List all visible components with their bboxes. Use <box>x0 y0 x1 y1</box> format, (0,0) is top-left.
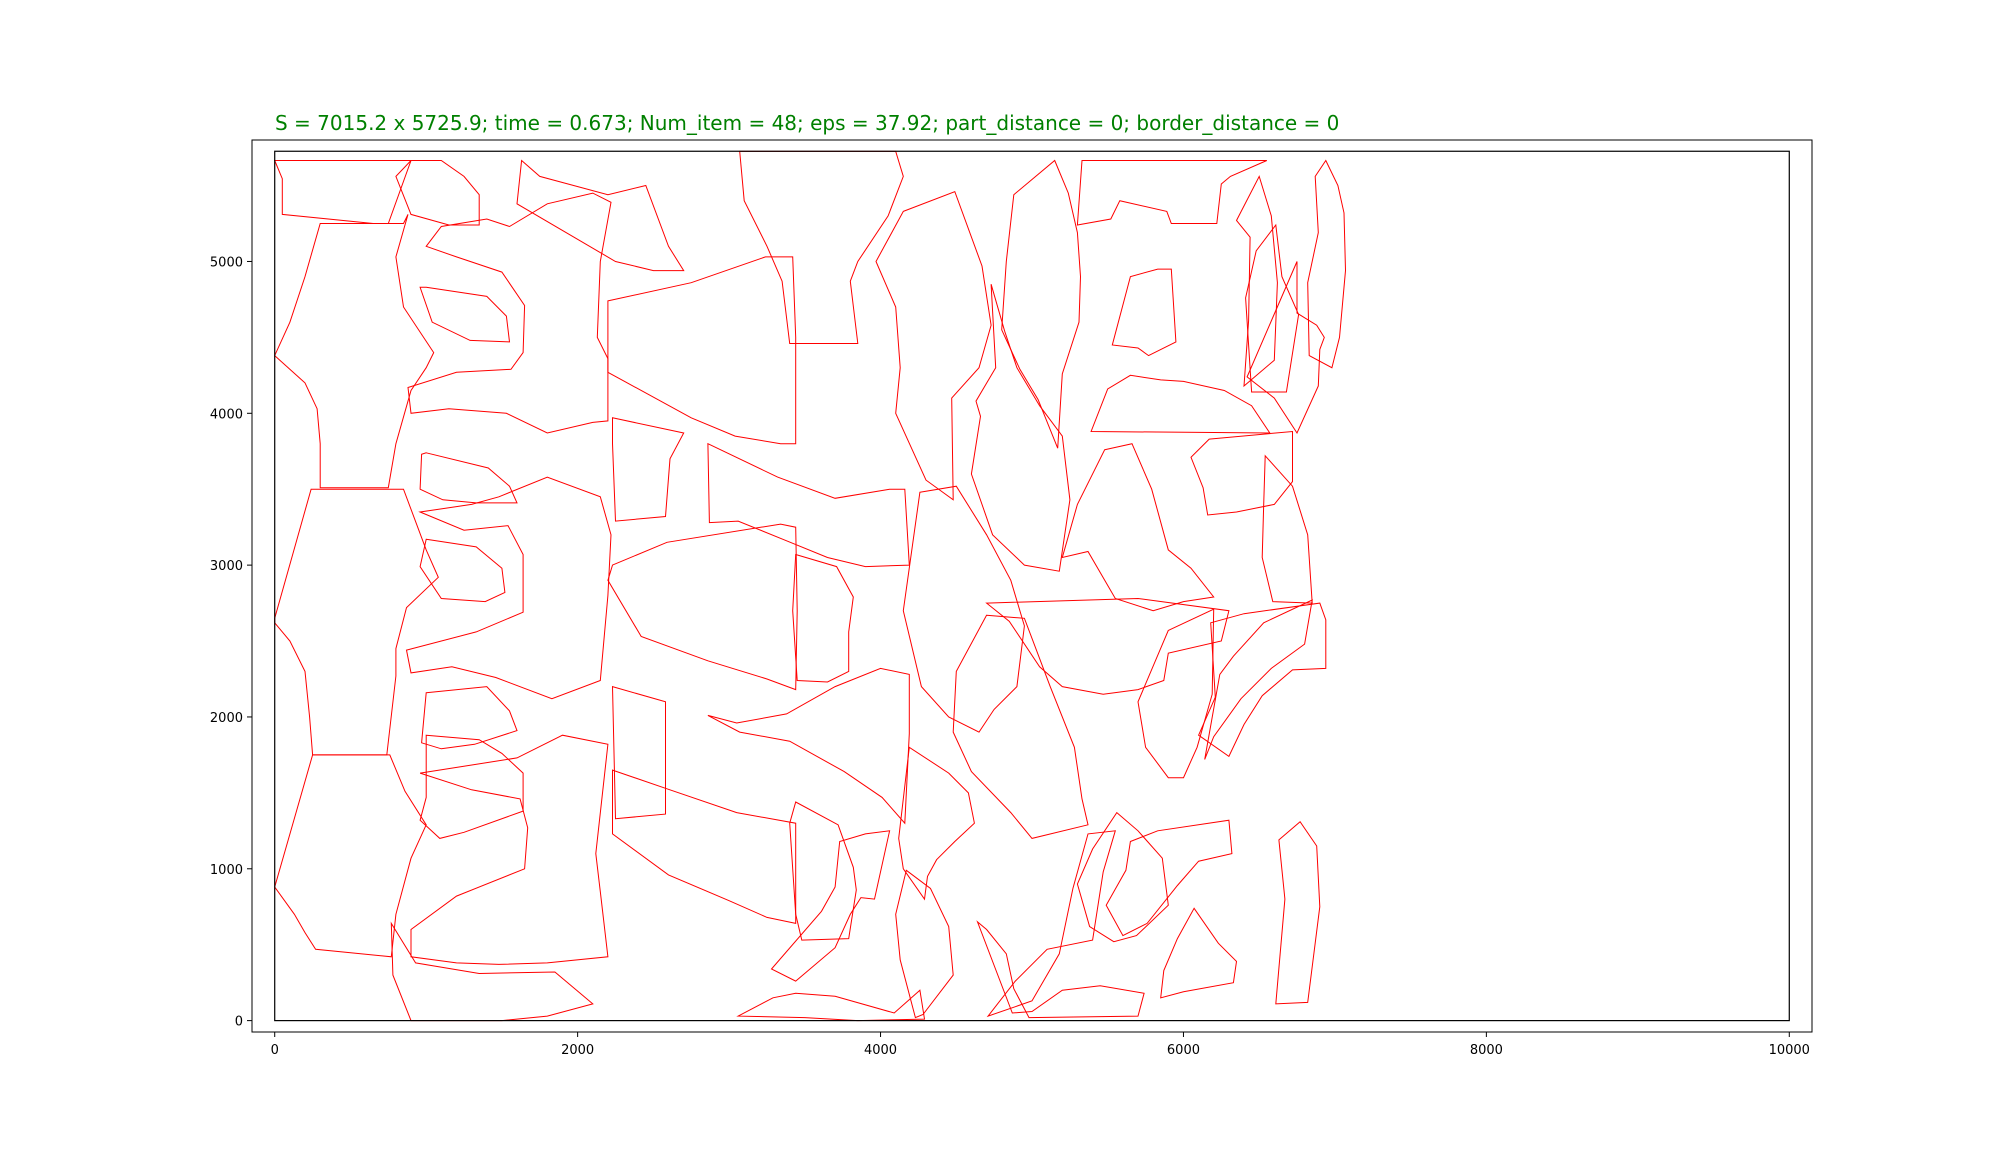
y-tick-label: 2000 <box>210 711 243 726</box>
part-36 <box>419 734 524 839</box>
x-tick-label: 2000 <box>561 1043 594 1058</box>
part-54 <box>976 920 1145 1019</box>
axes-frame <box>251 139 1813 1033</box>
part-11 <box>419 286 511 343</box>
x-tick-label: 10000 <box>1769 1043 1810 1058</box>
part-34 <box>1197 602 1327 758</box>
part-18 <box>1245 223 1300 393</box>
part-22 <box>902 485 1025 733</box>
part-13 <box>875 190 992 501</box>
part-37 <box>421 686 518 750</box>
part-28 <box>405 476 612 700</box>
part-17 <box>1246 261 1325 435</box>
part-24 <box>1061 443 1215 612</box>
part-20 <box>612 417 685 522</box>
part-5 <box>1001 159 1082 449</box>
part-45 <box>770 830 891 982</box>
part-43 <box>898 746 975 901</box>
part-1 <box>273 160 412 224</box>
parts-layer <box>273 150 1347 1022</box>
x-tick-label: 0 <box>271 1043 279 1058</box>
part-42 <box>789 801 857 941</box>
x-tick-label: 8000 <box>1470 1043 1503 1058</box>
part-21 <box>707 442 910 568</box>
part-35 <box>1204 599 1313 760</box>
sheet-boundary <box>274 150 1790 1022</box>
part-30 <box>607 523 798 691</box>
part-44 <box>612 769 797 925</box>
part-40 <box>611 685 666 820</box>
part-52 <box>736 989 926 1022</box>
part-2 <box>395 160 480 226</box>
part-27 <box>274 488 439 756</box>
part-25 <box>1190 430 1293 516</box>
y-tick-label: 4000 <box>210 407 243 422</box>
part-10 <box>407 192 612 434</box>
part-23 <box>985 597 1230 695</box>
part-53 <box>895 869 954 1019</box>
part-6 <box>1076 160 1268 226</box>
y-tick-label: 0 <box>235 1015 243 1030</box>
part-50 <box>986 830 1116 1018</box>
part-48 <box>1160 907 1238 999</box>
part-15 <box>1090 374 1271 434</box>
part-4 <box>739 150 904 344</box>
part-7 <box>1307 159 1347 369</box>
part-26 <box>1261 454 1313 604</box>
y-tick-label: 1000 <box>210 863 243 878</box>
y-axis: 0 1000 2000 3000 4000 5000 <box>210 255 252 1030</box>
y-tick-label: 5000 <box>210 255 243 270</box>
part-8 <box>1235 175 1278 388</box>
part-47 <box>1076 811 1169 943</box>
part-49 <box>1275 820 1321 1005</box>
part-14 <box>970 284 1071 572</box>
x-axis: 0 2000 4000 6000 8000 10000 <box>271 1032 1810 1058</box>
part-29 <box>419 538 506 603</box>
y-tick-label: 3000 <box>210 559 243 574</box>
part-31 <box>792 553 854 683</box>
part-38 <box>274 754 427 958</box>
part-41 <box>707 667 910 825</box>
part-51 <box>390 921 594 1022</box>
part-16 <box>1111 268 1177 357</box>
part-12 <box>607 256 797 445</box>
x-tick-label: 6000 <box>1167 1043 1200 1058</box>
part-33 <box>1137 608 1215 779</box>
chart-title: S = 7015.2 x 5725.9; time = 0.673; Num_i… <box>275 111 1339 135</box>
part-32 <box>952 614 1089 839</box>
part-39 <box>410 734 609 965</box>
x-tick-label: 4000 <box>864 1043 897 1058</box>
part-9 <box>274 214 435 489</box>
part-46 <box>1105 819 1233 937</box>
part-3 <box>516 159 685 272</box>
